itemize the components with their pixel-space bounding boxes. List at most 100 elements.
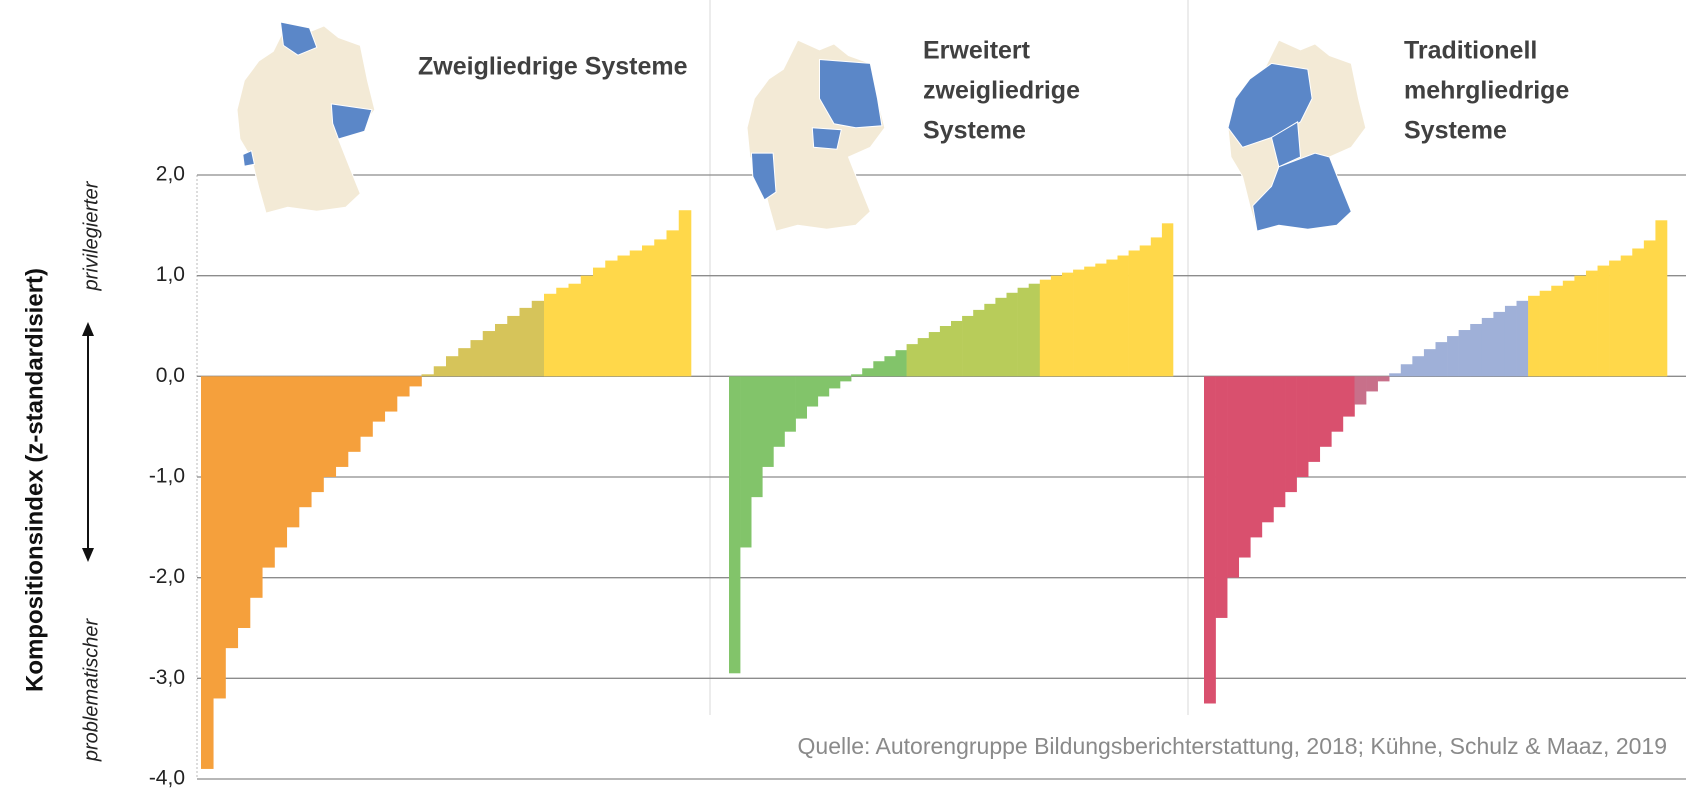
- bar: [939, 326, 952, 377]
- bar: [884, 356, 896, 377]
- bar: [421, 374, 435, 377]
- bar: [1447, 336, 1459, 377]
- bar: [1481, 317, 1494, 377]
- bar: [348, 376, 361, 452]
- bar: [666, 230, 680, 377]
- bar: [1039, 279, 1052, 377]
- bar: [962, 315, 974, 377]
- bar: [1331, 376, 1344, 432]
- bar: [1296, 376, 1309, 477]
- bar: [751, 376, 763, 498]
- bar: [519, 307, 533, 377]
- bar: [1504, 305, 1517, 377]
- bar: [1238, 376, 1251, 558]
- bar: [1528, 295, 1540, 377]
- bar: [580, 275, 594, 377]
- panel-title: Systeme: [1404, 117, 1507, 145]
- bar: [806, 376, 819, 407]
- bar: [274, 376, 288, 548]
- bar: [1423, 349, 1436, 377]
- bar: [1204, 376, 1216, 704]
- panel-title: Traditionell: [1404, 37, 1537, 65]
- bar: [654, 239, 667, 377]
- map-region: [811, 127, 842, 150]
- bar: [1095, 263, 1107, 377]
- bar: [286, 376, 300, 528]
- map-region: [330, 103, 373, 140]
- bar: [1470, 323, 1483, 377]
- bar: [201, 376, 214, 769]
- bar: [1308, 376, 1321, 462]
- bar: [1017, 287, 1029, 377]
- bar: [433, 366, 447, 377]
- bar: [531, 300, 545, 377]
- bar: [951, 320, 963, 377]
- bar: [1516, 300, 1529, 377]
- bar: [873, 361, 885, 377]
- panel-title: mehrgliedrige: [1404, 77, 1569, 105]
- bar: [862, 368, 874, 377]
- bar: [1319, 376, 1332, 447]
- bar: [323, 376, 337, 477]
- bar: [1609, 260, 1621, 377]
- bar: [556, 287, 569, 377]
- bar: [762, 376, 774, 467]
- y-tick-label: -3,0: [149, 666, 185, 689]
- bar: [906, 344, 918, 377]
- bar: [1435, 342, 1448, 377]
- bar: [1161, 223, 1174, 377]
- bar: [384, 376, 398, 412]
- source-note: Quelle: Autorengruppe Bildungsberichters…: [798, 733, 1667, 759]
- state-map: [236, 21, 376, 214]
- bar: [311, 376, 324, 493]
- bar: [895, 350, 907, 377]
- map-region: [1252, 152, 1352, 232]
- map-region: [819, 58, 883, 129]
- bar: [1084, 266, 1096, 377]
- bar: [984, 303, 996, 377]
- bar: [225, 376, 239, 649]
- bar: [495, 323, 508, 377]
- bar: [262, 376, 275, 568]
- bar: [729, 376, 741, 674]
- bar: [1551, 285, 1564, 377]
- bar: [397, 376, 410, 397]
- y-tick-label: 2,0: [156, 163, 185, 186]
- bar: [372, 376, 386, 422]
- bar: [995, 297, 1007, 377]
- bar: [1150, 237, 1163, 377]
- bar: [840, 376, 852, 382]
- panel-title: zweigliedrige: [923, 77, 1080, 105]
- bar: [1389, 373, 1402, 377]
- bar: [617, 255, 631, 377]
- y-tick-label: 0,0: [156, 364, 185, 387]
- bar: [1539, 290, 1552, 377]
- bar: [1574, 275, 1587, 377]
- bar: [1261, 376, 1274, 523]
- state-map: [746, 39, 886, 232]
- bar: [1250, 376, 1263, 538]
- bar: [482, 331, 496, 377]
- bar: [1400, 364, 1413, 377]
- bar: [1050, 275, 1063, 377]
- y-tick-label: -4,0: [149, 767, 185, 790]
- bar: [568, 283, 582, 377]
- bar: [784, 376, 796, 432]
- bar: [1062, 272, 1074, 377]
- panel-title: Zweigliedrige Systeme: [418, 53, 688, 81]
- bar: [1028, 283, 1041, 377]
- bar: [458, 348, 471, 377]
- bar: [593, 267, 606, 377]
- bar: [773, 376, 785, 447]
- bar: [1106, 259, 1118, 377]
- arrow: [82, 322, 94, 562]
- bar: [1620, 255, 1633, 377]
- bar: [237, 376, 251, 628]
- bar: [1342, 376, 1355, 417]
- bar: [1562, 280, 1575, 377]
- bar: [1227, 376, 1240, 578]
- y-axis-title: Kompositionsindex (z-standardisiert): [21, 268, 48, 692]
- bar: [1215, 376, 1228, 618]
- bar: [642, 245, 655, 377]
- bar: [1285, 376, 1297, 493]
